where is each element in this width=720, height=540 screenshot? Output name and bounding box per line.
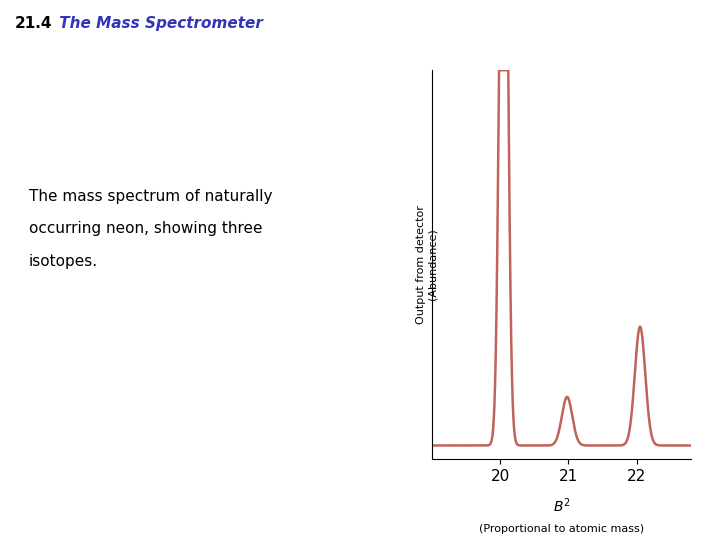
Y-axis label: Output from detector
(Abundance): Output from detector (Abundance) bbox=[415, 205, 437, 324]
Text: occurring neon, showing three: occurring neon, showing three bbox=[29, 221, 262, 237]
Text: isotopes.: isotopes. bbox=[29, 254, 98, 269]
Text: (Proportional to atomic mass): (Proportional to atomic mass) bbox=[479, 524, 644, 534]
Text: The Mass Spectrometer: The Mass Spectrometer bbox=[54, 16, 263, 31]
Text: 21.4: 21.4 bbox=[14, 16, 52, 31]
Text: The mass spectrum of naturally: The mass spectrum of naturally bbox=[29, 189, 272, 204]
Text: $B^2$: $B^2$ bbox=[553, 497, 570, 515]
